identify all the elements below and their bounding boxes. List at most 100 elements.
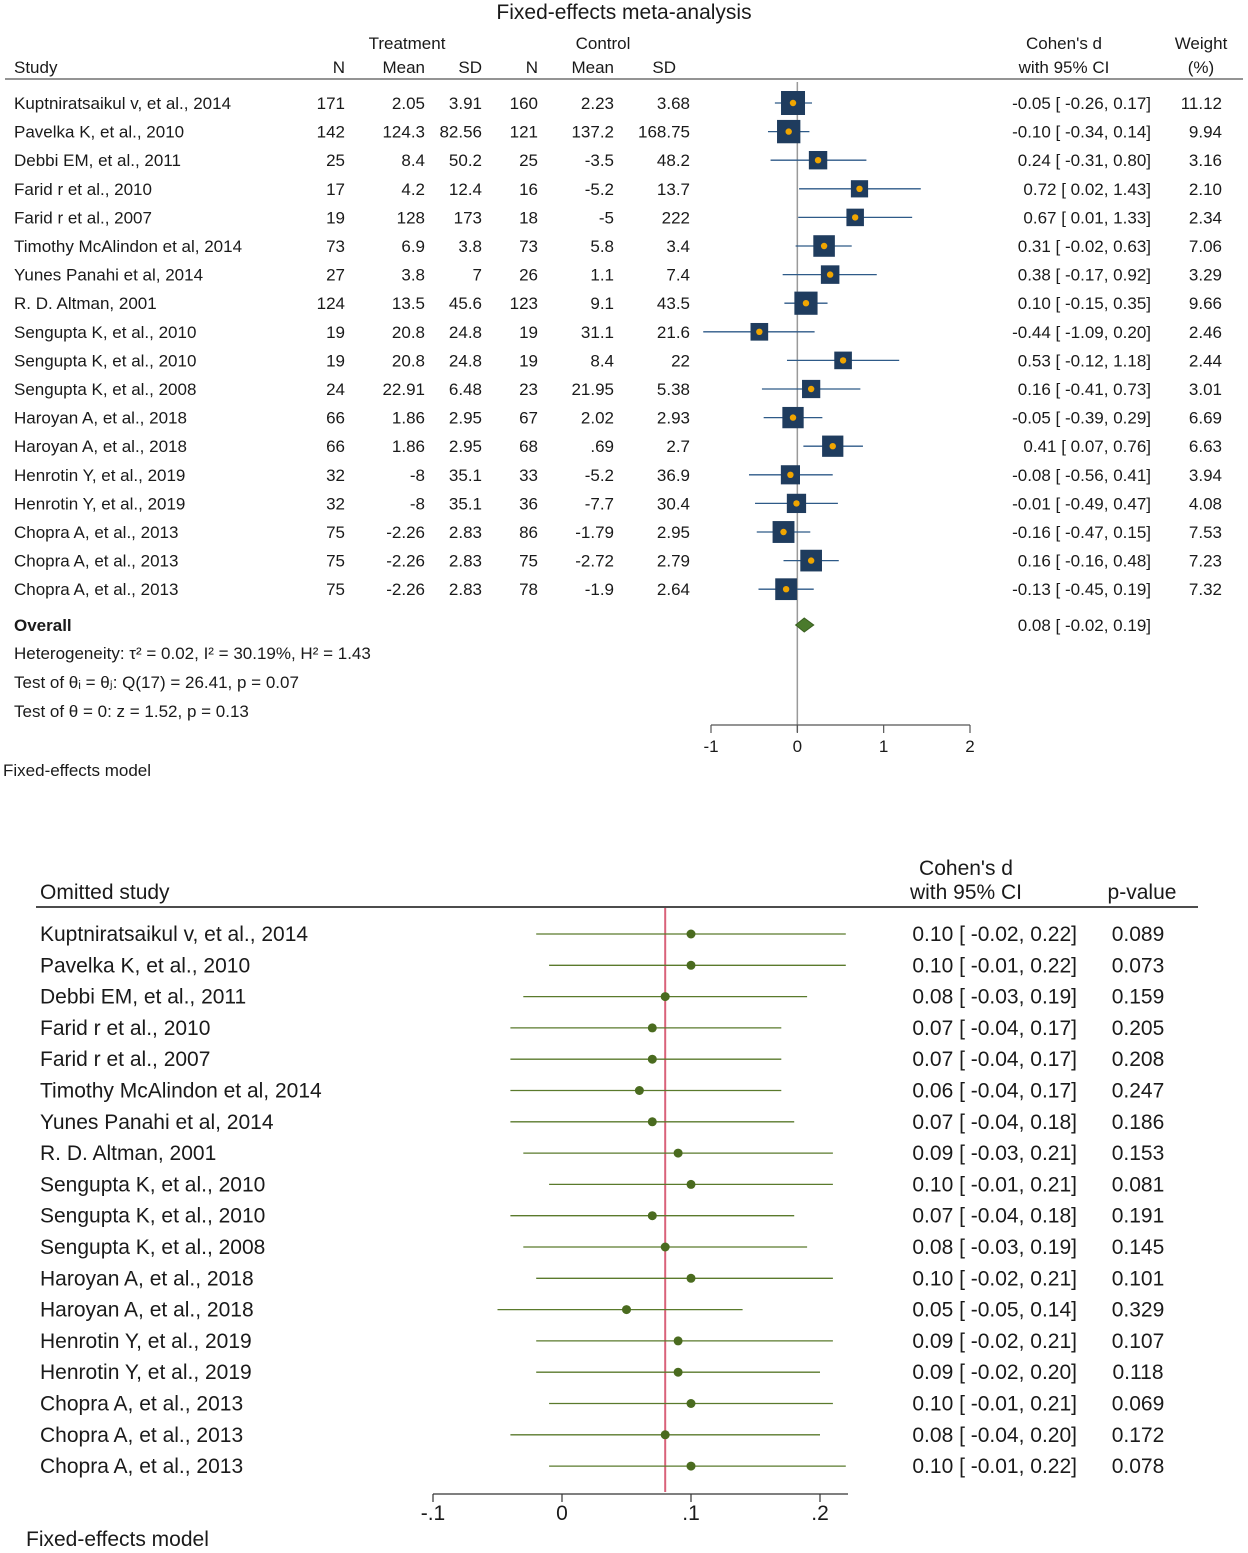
effect-point xyxy=(660,1242,670,1252)
weight-value: 3.94 xyxy=(1189,466,1222,485)
p-value: 0.073 xyxy=(1112,954,1165,977)
x-tick-label: 0 xyxy=(556,1502,568,1525)
control-sd-value: 2.64 xyxy=(657,580,690,599)
stats-line: Test of θᵢ = θⱼ: Q(17) = 26.41, p = 0.07 xyxy=(14,673,299,692)
treatment-n-value: 27 xyxy=(326,266,345,285)
omitted-study-label: R. D. Altman, 2001 xyxy=(40,1142,216,1165)
omitted-study-label: Henrotin Y, et al., 2019 xyxy=(40,1330,252,1353)
control-n-value: 86 xyxy=(519,523,538,542)
p-value: 0.101 xyxy=(1112,1267,1165,1290)
control-n-value: 123 xyxy=(510,294,538,313)
control-mean-value: .69 xyxy=(590,437,614,456)
treatment-sd-value: 82.56 xyxy=(439,123,482,142)
omitted-study-label: Sengupta K, et al., 2010 xyxy=(40,1205,265,1228)
control-mean-value: -1.79 xyxy=(575,523,614,542)
effect-point xyxy=(647,1117,657,1127)
header-weight-line2: (%) xyxy=(1188,58,1214,77)
effect-point xyxy=(686,1273,696,1283)
header-treatment: Treatment xyxy=(369,34,446,53)
control-sd-value: 36.9 xyxy=(657,466,690,485)
header-p-value: p-value xyxy=(1108,881,1177,904)
control-sd-value: 3.4 xyxy=(666,237,690,256)
weight-value: 4.08 xyxy=(1189,494,1222,513)
control-mean-value: 5.8 xyxy=(590,237,614,256)
chart-title: Fixed-effects meta-analysis xyxy=(496,1,751,24)
header-col-sd-5: SD xyxy=(652,58,676,77)
effect-point xyxy=(802,300,810,307)
effect-point xyxy=(782,586,790,593)
p-value: 0.159 xyxy=(1112,986,1165,1009)
effect-point xyxy=(647,1023,657,1033)
effect-ci-text: 0.09 [ -0.02, 0.20] xyxy=(912,1361,1077,1384)
omitted-study-label: Farid r et al., 2007 xyxy=(40,1048,210,1071)
control-n-value: 67 xyxy=(519,409,538,428)
control-sd-value: 2.93 xyxy=(657,409,690,428)
treatment-n-value: 73 xyxy=(326,237,345,256)
control-sd-value: 2.79 xyxy=(657,552,690,571)
control-mean-value: 137.2 xyxy=(571,123,614,142)
x-tick-label: -1 xyxy=(703,737,718,756)
study-label: R. D. Altman, 2001 xyxy=(14,294,157,313)
control-mean-value: -5 xyxy=(599,208,614,227)
effect-ci-text: 0.08 [ -0.03, 0.19] xyxy=(912,1236,1077,1259)
effect-point xyxy=(634,1086,644,1095)
header-effect-line2: with 95% CI xyxy=(1018,58,1110,77)
effect-ci-text: 0.16 [ -0.41, 0.73] xyxy=(1018,380,1151,399)
control-n-value: 33 xyxy=(519,466,538,485)
weight-value: 9.66 xyxy=(1189,294,1222,313)
effect-ci-text: -0.44 [ -1.09, 0.20] xyxy=(1012,323,1151,342)
effect-ci-text: 0.08 [ -0.03, 0.19] xyxy=(912,986,1077,1009)
treatment-n-value: 17 xyxy=(326,180,345,199)
control-mean-value: 2.23 xyxy=(581,94,614,113)
effect-ci-text: 0.10 [ -0.15, 0.35] xyxy=(1018,294,1151,313)
study-label: Sengupta K, et al., 2010 xyxy=(14,323,196,342)
header-study: Study xyxy=(14,58,58,77)
weight-value: 6.69 xyxy=(1189,409,1222,428)
effect-ci-text: 0.41 [ 0.07, 0.76] xyxy=(1023,437,1151,456)
weight-value: 2.46 xyxy=(1189,323,1222,342)
study-label: Henrotin Y, et al., 2019 xyxy=(14,494,185,513)
weight-value: 3.16 xyxy=(1189,151,1222,170)
p-value: 0.069 xyxy=(1112,1393,1165,1416)
control-mean-value: -1.9 xyxy=(585,580,614,599)
effect-point xyxy=(660,1430,670,1440)
effect-ci-text: 0.72 [ 0.02, 1.43] xyxy=(1023,180,1151,199)
effect-ci-text: 0.10 [ -0.01, 0.21] xyxy=(912,1393,1077,1416)
effect-point xyxy=(839,357,847,364)
p-value: 0.118 xyxy=(1113,1361,1164,1384)
treatment-sd-value: 3.8 xyxy=(458,237,482,256)
p-value: 0.329 xyxy=(1112,1299,1165,1322)
effect-point xyxy=(789,99,797,107)
effect-ci-text: 0.09 [ -0.03, 0.21] xyxy=(912,1142,1077,1165)
treatment-sd-value: 2.83 xyxy=(449,523,482,542)
weight-value: 2.44 xyxy=(1189,351,1222,370)
control-n-value: 19 xyxy=(519,351,538,370)
treatment-n-value: 75 xyxy=(326,523,345,542)
control-n-value: 19 xyxy=(519,323,538,342)
weight-value: 7.53 xyxy=(1189,523,1222,542)
effect-ci-text: 0.07 [ -0.04, 0.18] xyxy=(912,1111,1077,1134)
control-mean-value: 8.4 xyxy=(590,351,614,370)
treatment-sd-value: 50.2 xyxy=(449,151,482,170)
treatment-mean-value: -8 xyxy=(410,494,425,513)
control-n-value: 26 xyxy=(519,266,538,285)
control-sd-value: 13.7 xyxy=(657,180,690,199)
treatment-mean-value: 20.8 xyxy=(392,323,425,342)
effect-ci-text: -0.08 [ -0.56, 0.41] xyxy=(1012,466,1151,485)
control-mean-value: -2.72 xyxy=(575,552,614,571)
control-sd-value: 30.4 xyxy=(657,494,690,513)
treatment-mean-value: -2.26 xyxy=(386,552,425,571)
footnote: Fixed-effects model xyxy=(26,1528,209,1551)
study-label: Chopra A, et al., 2013 xyxy=(14,523,178,542)
effect-point xyxy=(686,960,696,970)
treatment-n-value: 142 xyxy=(317,123,345,142)
effect-point xyxy=(789,414,797,421)
study-label: Henrotin Y, et al., 2019 xyxy=(14,466,185,485)
weight-value: 2.10 xyxy=(1189,180,1222,199)
treatment-mean-value: 2.05 xyxy=(392,94,425,113)
effect-point xyxy=(686,1179,696,1189)
study-label: Sengupta K, et al., 2010 xyxy=(14,351,196,370)
study-label: Farid r et al., 2007 xyxy=(14,208,152,227)
header-col-mean-1: Mean xyxy=(382,58,425,77)
effect-ci-text: 0.10 [ -0.01, 0.22] xyxy=(912,1455,1077,1478)
